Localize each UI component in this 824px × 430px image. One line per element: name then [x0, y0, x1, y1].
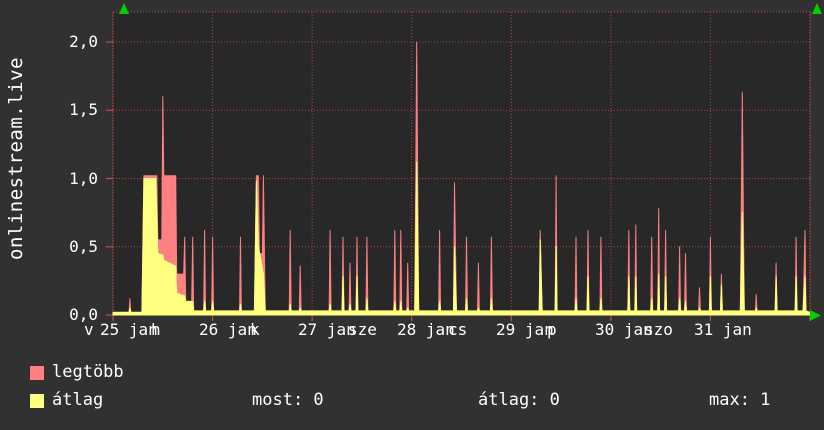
x-tick-label: v — [84, 320, 94, 339]
y2-axis-arrow-icon — [812, 3, 822, 14]
y-tick-label: 1,0 — [69, 168, 98, 188]
x-tick-label: cs — [448, 320, 468, 339]
x-tick-label: szo — [644, 320, 673, 339]
stat-atlag: átlag: 0 — [478, 390, 560, 410]
x-tick-label: sze — [348, 320, 377, 339]
x-tick-label: p — [547, 320, 557, 339]
legend-label-legtobb: legtöbb — [52, 362, 124, 382]
x-tick-label: 29 jan — [496, 320, 554, 339]
x-tick-label: 26 jan — [199, 320, 257, 339]
y-tick-label: 0,0 — [69, 305, 98, 324]
x-tick-label: 25 jan — [100, 320, 158, 339]
x-tick-label: 31 jan — [694, 320, 752, 339]
stat-most: most: 0 — [252, 390, 324, 410]
x-tick-label: k — [250, 320, 260, 339]
y-axis-title: onlinestream.live — [5, 57, 27, 260]
y-tick-label: 1,5 — [69, 100, 98, 120]
x-tick-label: 28 jan — [397, 320, 455, 339]
x-tick-label: 30 jan — [595, 320, 653, 339]
x-axis-arrow-icon — [810, 310, 821, 321]
y-tick-label: 2,0 — [69, 32, 98, 52]
y-axis-arrow-icon — [119, 3, 129, 14]
legend-label-atlag: átlag — [52, 390, 104, 410]
plot-area — [113, 12, 810, 315]
series-area-avg — [112, 161, 811, 316]
plot-border — [112, 11, 811, 316]
y-tick-label: 0,5 — [69, 236, 98, 256]
stat-max: max: 1 — [709, 390, 771, 410]
x-tick-label: 27 jan — [298, 320, 356, 339]
x-tick-label: h — [151, 320, 161, 339]
legend-swatch-atlag — [30, 394, 44, 408]
legend-swatch-legtobb — [30, 366, 44, 380]
